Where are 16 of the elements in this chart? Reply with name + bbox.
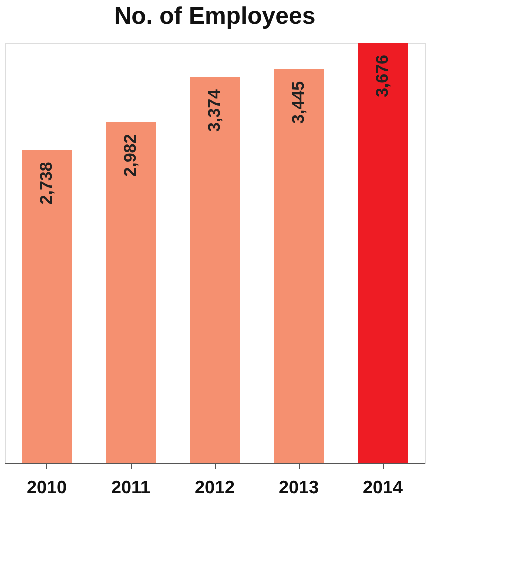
- chart-title: No. of Employees: [114, 3, 316, 30]
- bar: [106, 122, 156, 463]
- x-tick-label: 2013: [278, 478, 320, 498]
- data-label: 2,982: [121, 134, 140, 177]
- data-label: 3,676: [373, 55, 392, 98]
- bar: [274, 69, 324, 463]
- bar: [190, 78, 240, 463]
- bar: [358, 43, 408, 463]
- bar: [22, 150, 72, 463]
- x-tick-label: 2010: [26, 478, 68, 498]
- data-label: 3,445: [289, 81, 308, 124]
- x-tick-label: 2014: [362, 478, 404, 498]
- x-tick-label: 2011: [111, 478, 151, 498]
- data-label: 2,738: [37, 162, 56, 205]
- x-tick-label: 2012: [194, 478, 236, 498]
- data-label: 3,374: [205, 88, 224, 132]
